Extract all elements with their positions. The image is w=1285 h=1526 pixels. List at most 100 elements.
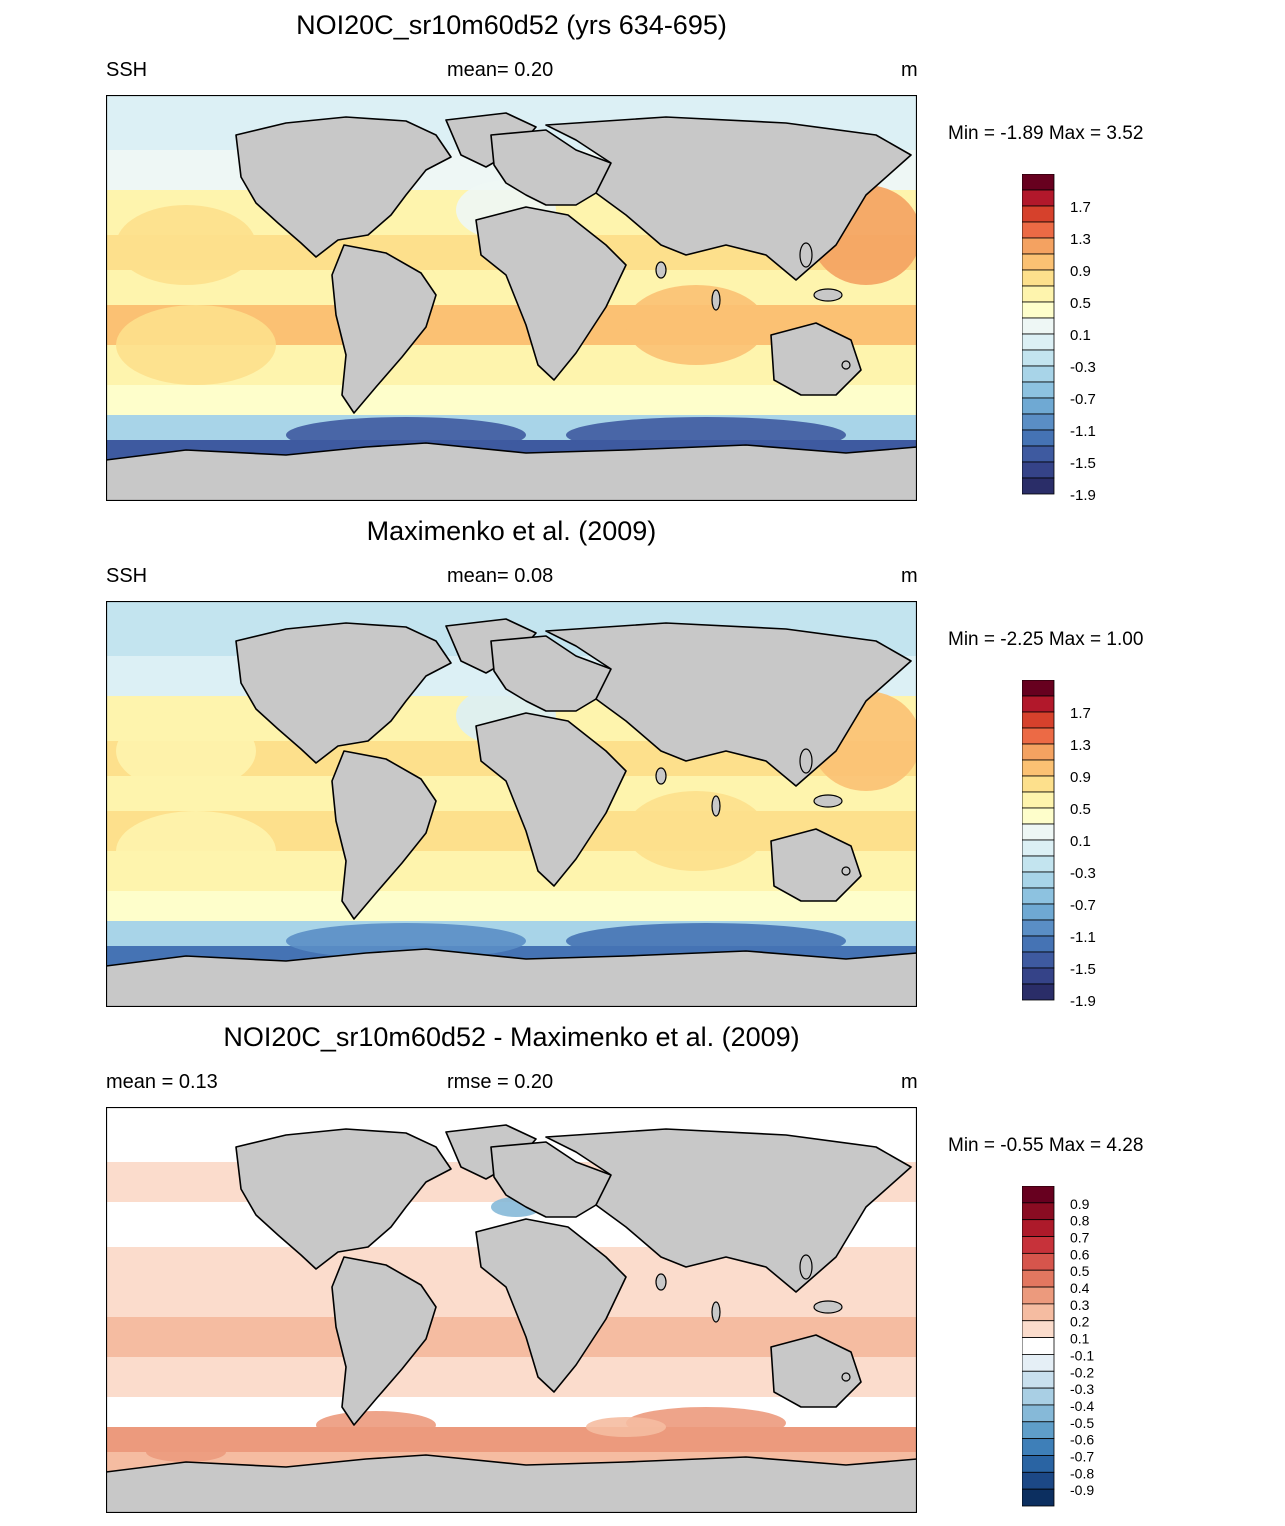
land-europe: [490, 635, 612, 712]
map-frame: [106, 95, 917, 501]
land-island: [711, 795, 721, 817]
colorbar-tick-label: 0.1: [1070, 327, 1091, 344]
land-africa: [475, 206, 627, 381]
colorbar-swatch: [1021, 1421, 1055, 1440]
land-island: [813, 794, 843, 808]
colorbar-tick-label: 0.3: [1070, 1297, 1090, 1313]
colorbar-swatch: [1021, 743, 1055, 761]
colorbar-swatch: [1021, 1202, 1055, 1221]
colorbar-tick-label: -1.9: [1070, 993, 1096, 1010]
land-island: [813, 288, 843, 302]
colorbar-tick-label: 0.6: [1070, 1246, 1090, 1262]
colorbar: 1.7 1.3 0.9 0.5 0.1 -0.3 -0.7 -1.1 -1.5 -1.9: [1021, 679, 1162, 1010]
colorbar-swatch: [1021, 1219, 1055, 1237]
colorbar-swatch: [1021, 935, 1055, 953]
panel-model-ssh: NOI20C_sr10m60d52 (yrs 634-695) SSH mean…: [0, 8, 1285, 514]
land-africa: [475, 712, 627, 887]
units-label: m: [901, 59, 918, 81]
land-asia: [545, 116, 912, 281]
panel-observed-ssh: Maximenko et al. (2009) SSH mean= 0.08 m…: [0, 514, 1285, 1020]
land-antarctica: [106, 948, 917, 1007]
colorbar-tick-label: 0.5: [1070, 801, 1091, 818]
ssh-anomaly-patch: [566, 923, 846, 959]
colorbar-tick-label: -1.1: [1070, 423, 1096, 440]
land-antarctica: [106, 442, 917, 501]
colorbar-swatch: [1021, 1286, 1055, 1305]
colorbar-swatch: [1021, 775, 1055, 793]
variable-label: SSH: [106, 59, 148, 81]
min-max-label: Min = -1.89 Max = 3.52: [948, 123, 1144, 144]
land-island: [655, 767, 667, 785]
colorbar-swatch: [1021, 695, 1055, 713]
land-south-america: [331, 244, 437, 414]
colorbar-tick-label: -1.9: [1070, 487, 1096, 504]
ssh-anomaly-patch: [116, 305, 276, 385]
land-asia: [545, 1128, 912, 1293]
colorbar-swatch: [1021, 887, 1055, 905]
mean-label: mean = 0.13: [106, 1071, 218, 1093]
colorbar-tick-label: -0.8: [1070, 1465, 1094, 1481]
colorbar-swatch: [1021, 397, 1055, 415]
colorbar-swatch: [1021, 919, 1055, 937]
land-europe: [490, 129, 612, 206]
colorbar-tick-label: 0.8: [1070, 1213, 1090, 1229]
colorbar-tick-label: 1.3: [1070, 231, 1091, 248]
colorbar-swatch: [1021, 445, 1055, 463]
world-map: [106, 601, 917, 1007]
land-island: [841, 360, 851, 370]
panel-title: Maximenko et al. (2009): [366, 516, 657, 546]
ssh-anomaly-patch: [316, 1411, 436, 1439]
ssh-band: [106, 385, 917, 415]
panel-title: NOI20C_sr10m60d52 - Maximenko et al. (20…: [223, 1022, 800, 1052]
land-island: [813, 1300, 843, 1314]
colorbar: 1.7 1.3 0.9 0.5 0.1 -0.3 -0.7 -1.1 -1.5 -1.9: [1021, 173, 1162, 504]
ssh-anomaly-patch: [116, 711, 256, 791]
colorbar-swatch: [1021, 365, 1055, 383]
colorbar-swatch: [1021, 711, 1055, 729]
rmse-label: rmse = 0.20: [447, 1071, 554, 1093]
colorbar-swatch: [1021, 1488, 1055, 1507]
min-max-label: Min = -0.55 Max = 4.28: [948, 1135, 1144, 1156]
mean-label: mean= 0.20: [447, 59, 554, 81]
land-island: [655, 261, 667, 279]
colorbar-tick-label: -0.4: [1070, 1398, 1094, 1414]
colorbar-swatch: [1021, 839, 1055, 857]
colorbar-swatch: [1021, 823, 1055, 841]
colorbar-tick-label: -1.5: [1070, 961, 1096, 978]
colorbar-swatch: [1021, 1252, 1055, 1271]
colorbar-swatch: [1021, 1471, 1055, 1490]
colorbar-swatch: [1021, 285, 1055, 303]
colorbar-swatch: [1021, 1370, 1055, 1389]
ssh-band: [106, 1427, 917, 1452]
ssh-anomaly-patch: [146, 1442, 226, 1462]
colorbar-tick-label: 0.9: [1070, 263, 1091, 280]
colorbar: 0.9 0.8 0.7 0.6 0.5 0.4 0.3 0.2 0.1 -0.1 -0.2 -0.3-…: [1021, 1185, 1162, 1516]
land-island: [799, 242, 813, 268]
land-island: [799, 1254, 813, 1280]
ssh-anomaly-patch: [286, 417, 526, 453]
colorbar-tick-label: -0.9: [1070, 1482, 1094, 1498]
colorbar-swatch: [1021, 807, 1055, 825]
ssh-anomaly-patch: [626, 285, 766, 365]
colorbar-swatch: [1021, 477, 1055, 495]
colorbar-tick-label: 1.7: [1070, 199, 1091, 216]
colorbar-tick-label: 0.9: [1070, 1196, 1090, 1212]
land-island: [711, 1301, 721, 1323]
land-australia: [770, 322, 862, 396]
colorbar-tick-label: -1.5: [1070, 455, 1096, 472]
land-island: [841, 866, 851, 876]
colorbar-swatch: [1021, 791, 1055, 809]
colorbar-swatch: [1021, 221, 1055, 239]
colorbar-swatch: [1021, 1438, 1055, 1456]
colorbar-tick-label: -0.3: [1070, 865, 1096, 882]
colorbar-swatch: [1021, 269, 1055, 287]
ssh-anomaly-patch: [116, 205, 256, 285]
units-label: m: [901, 565, 918, 587]
colorbar-tick-label: 0.4: [1070, 1280, 1090, 1296]
colorbar-swatch: [1021, 1236, 1055, 1254]
land-south-america: [331, 1256, 437, 1426]
colorbar-swatch: [1021, 173, 1055, 191]
panel-difference: NOI20C_sr10m60d52 - Maximenko et al. (20…: [0, 1020, 1285, 1526]
colorbar-tick-label: 1.7: [1070, 705, 1091, 722]
colorbar-swatch: [1021, 967, 1055, 985]
